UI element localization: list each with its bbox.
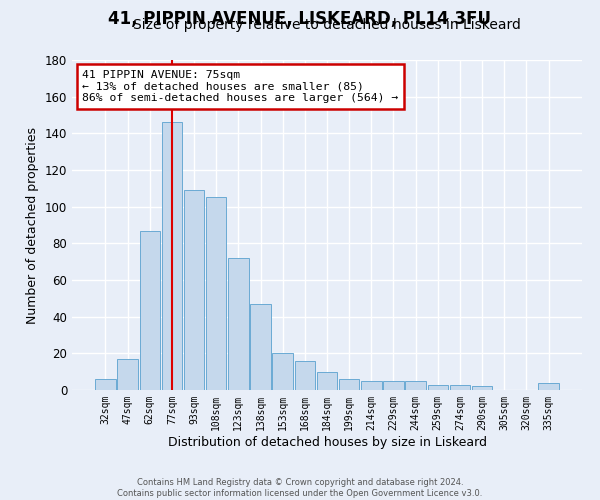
Bar (428, 384, 448, 390)
Bar (295, 360, 315, 390)
Bar (406, 381, 426, 390)
Bar (383, 381, 404, 390)
Bar (184, 190, 204, 390)
Bar (250, 304, 271, 390)
Bar (450, 384, 470, 390)
X-axis label: Distribution of detached houses by size in Liskeard: Distribution of detached houses by size … (167, 436, 487, 448)
Text: 41 PIPPIN AVENUE: 75sqm
← 13% of detached houses are smaller (85)
86% of semi-de: 41 PIPPIN AVENUE: 75sqm ← 13% of detache… (82, 70, 398, 103)
Bar (538, 382, 559, 390)
Y-axis label: Number of detached properties: Number of detached properties (26, 126, 39, 324)
Bar (272, 354, 293, 390)
Bar (317, 372, 337, 390)
Text: 41, PIPPIN AVENUE, LISKEARD, PL14 3FU: 41, PIPPIN AVENUE, LISKEARD, PL14 3FU (109, 10, 491, 28)
Bar (206, 198, 226, 390)
Bar (118, 359, 138, 390)
Text: Contains HM Land Registry data © Crown copyright and database right 2024.
Contai: Contains HM Land Registry data © Crown c… (118, 478, 482, 498)
Bar (228, 258, 248, 390)
Bar (472, 386, 493, 390)
Title: Size of property relative to detached houses in Liskeard: Size of property relative to detached ho… (133, 18, 521, 32)
Bar (140, 230, 160, 390)
Bar (339, 379, 359, 390)
Bar (361, 381, 382, 390)
Bar (161, 122, 182, 390)
Bar (95, 379, 116, 390)
